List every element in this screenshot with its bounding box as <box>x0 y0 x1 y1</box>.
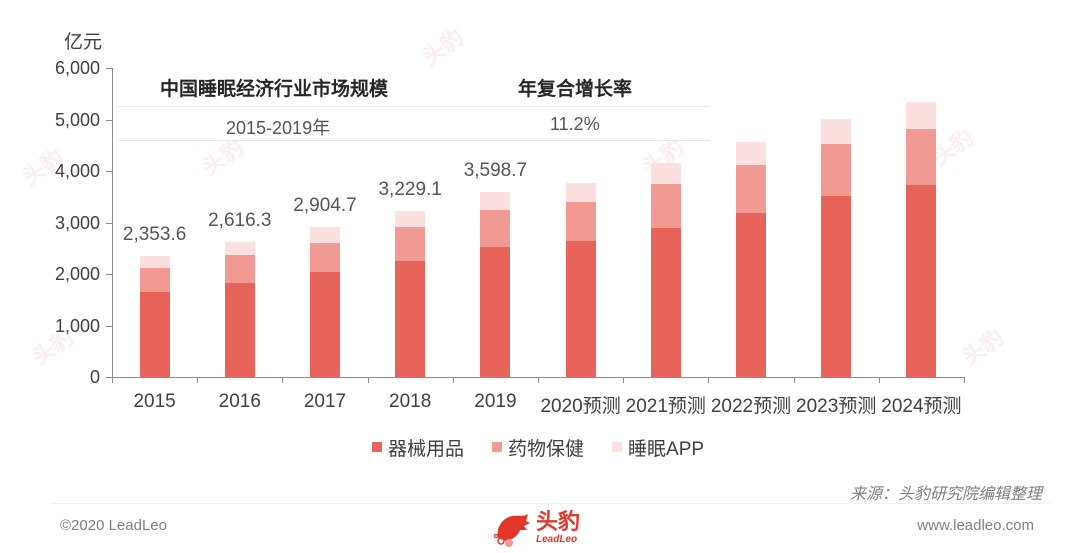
y-tick <box>106 377 112 378</box>
market-size-header: 中国睡眠经济行业市场规模 <box>160 79 389 100</box>
x-tick-label: 2015 <box>133 391 176 412</box>
y-tick-label: 4,000 <box>54 161 100 181</box>
x-tick <box>538 377 539 383</box>
x-tick <box>878 377 880 383</box>
x-tick <box>452 377 454 383</box>
segment-sleep-app <box>395 210 426 227</box>
logo-en-text: LeadLeo <box>536 534 578 545</box>
x-tick <box>793 377 795 383</box>
legend-swatch <box>612 442 623 452</box>
chart-legend: 器械用品 药物保健 睡眠APP <box>372 434 704 461</box>
segment-equipment <box>906 185 937 377</box>
x-tick <box>964 377 965 383</box>
y-axis <box>112 68 113 377</box>
legend-item-sleep-app: 睡眠APP <box>612 434 704 461</box>
table-divider <box>118 140 710 141</box>
y-tick <box>106 119 112 121</box>
y-tick-label: 0 <box>89 367 100 387</box>
legend-label: 器械用品 <box>388 438 465 460</box>
segment-medicine <box>736 164 766 214</box>
x-tick-label: 2018 <box>389 391 432 412</box>
period-value: 2015-2019年 <box>226 118 331 138</box>
legend-swatch <box>372 442 382 452</box>
cagr-info-table: 中国睡眠经济行业市场规模 年复合增长率 2015-2019年 11.2% <box>118 74 710 144</box>
y-tick <box>106 274 112 275</box>
bar-total-label: 3,598.7 <box>463 159 528 181</box>
x-tick <box>367 377 369 383</box>
segment-sleep-app <box>310 227 340 243</box>
segment-equipment <box>310 271 340 377</box>
legend-item-medicine: 药物保健 <box>492 434 584 461</box>
source-note: 来源：头豹研究院编辑整理 <box>849 486 1042 503</box>
cagr-header: 年复合增长率 <box>518 79 633 100</box>
x-tick <box>197 377 199 383</box>
y-tick-label: 5,000 <box>54 109 100 130</box>
website-url: www.leadleo.com <box>917 517 1034 534</box>
segment-medicine <box>395 226 426 261</box>
segment-sleep-app <box>821 118 852 144</box>
segment-sleep-app <box>565 182 596 202</box>
segment-sleep-app <box>480 191 511 210</box>
bar-total-label: 2,904.7 <box>293 195 357 217</box>
y-tick-label: 3,000 <box>54 212 100 233</box>
y-axis-unit: 亿元 <box>64 32 103 53</box>
segment-sleep-app <box>736 142 766 165</box>
x-tick-label: 2020预测 <box>540 396 621 417</box>
y-tick <box>106 68 112 69</box>
leopard-logo-icon <box>493 514 530 547</box>
cagr-value: 11.2% <box>550 114 600 134</box>
x-tick-label: 2023预测 <box>796 396 877 417</box>
segment-equipment <box>139 292 170 377</box>
legend-item-equipment: 器械用品 <box>372 434 464 461</box>
segment-medicine <box>650 183 681 228</box>
segment-sleep-app <box>224 242 255 255</box>
segment-equipment <box>821 195 852 377</box>
y-tick <box>106 325 112 327</box>
segment-medicine <box>139 267 170 293</box>
x-tick-label: 2019 <box>474 391 517 412</box>
segment-sleep-app <box>906 101 937 129</box>
x-tick-label: 2016 <box>218 391 261 412</box>
segment-equipment <box>224 283 255 377</box>
segment-equipment <box>395 261 426 377</box>
y-tick-label: 6,000 <box>54 58 100 78</box>
x-tick <box>708 377 710 383</box>
segment-sleep-app <box>139 255 170 268</box>
segment-medicine <box>224 254 255 283</box>
watermark: 头豹 <box>957 324 1009 371</box>
x-tick <box>282 377 284 383</box>
legend-swatch <box>492 442 503 452</box>
x-tick-label: 2024预测 <box>881 396 962 417</box>
table-divider <box>118 106 710 107</box>
segment-medicine <box>565 202 596 241</box>
x-tick-label: 2021预测 <box>625 396 706 417</box>
segment-sleep-app <box>650 163 681 184</box>
bar-total-label: 2,353.6 <box>122 223 187 245</box>
segment-medicine <box>480 209 511 247</box>
segment-medicine <box>310 242 340 272</box>
watermark: 头豹 <box>417 24 469 71</box>
x-tick <box>623 377 625 383</box>
legend-label: 药物保健 <box>508 438 585 460</box>
x-tick-label: 2022预测 <box>710 396 792 417</box>
logo-cn-text: 头豹 <box>536 509 581 534</box>
segment-medicine <box>821 144 852 196</box>
leadleo-logo: 头豹 LeadLeo <box>492 505 602 551</box>
y-tick-label: 2,000 <box>54 264 100 284</box>
y-tick <box>106 222 112 224</box>
segment-equipment <box>736 213 766 377</box>
bar-total-label: 3,229.1 <box>378 178 442 200</box>
copyright: ©2020 LeadLeo <box>60 517 167 534</box>
y-tick <box>106 171 112 172</box>
bar-total-label: 2,616.3 <box>208 210 272 232</box>
segment-medicine <box>906 128 937 185</box>
footer-divider <box>50 503 1050 504</box>
x-tick-label: 2017 <box>303 391 347 412</box>
segment-equipment <box>565 240 596 377</box>
segment-equipment <box>650 228 681 377</box>
y-tick-label: 1,000 <box>54 315 100 336</box>
segment-equipment <box>480 247 511 377</box>
x-tick <box>112 377 113 383</box>
legend-label: 睡眠APP <box>628 438 705 460</box>
